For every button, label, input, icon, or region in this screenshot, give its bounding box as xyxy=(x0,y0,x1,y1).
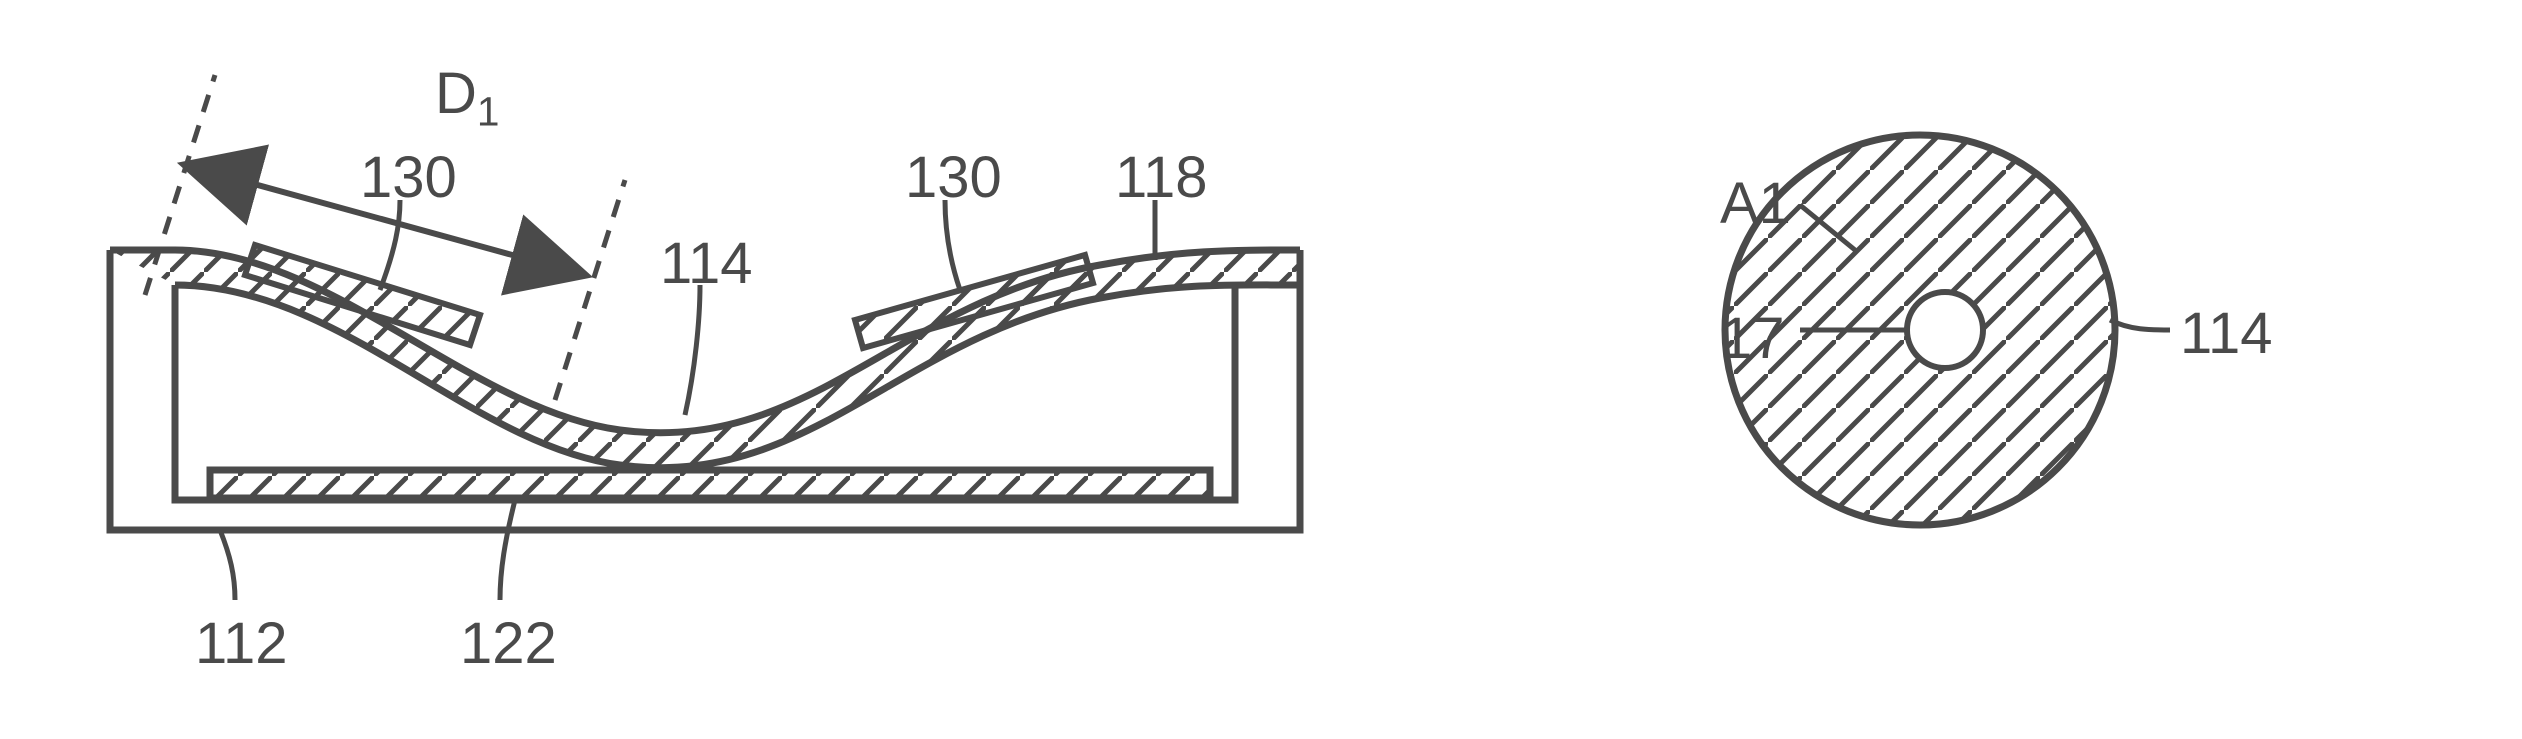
label-D1: D1 xyxy=(435,60,499,136)
label-130-right: 130 xyxy=(905,144,1002,211)
label-114: 114 xyxy=(660,230,752,297)
leader-130-left xyxy=(380,200,400,290)
label-A1: A1 xyxy=(1720,170,1791,237)
leader-114 xyxy=(685,285,700,415)
label-112: 112 xyxy=(195,610,287,677)
bottom-electrode-122 xyxy=(210,470,1210,498)
label-122: 122 xyxy=(460,610,557,677)
leader-122 xyxy=(500,500,515,600)
figure-canvas: D1 130 130 118 114 112 122 A1 17 114 xyxy=(0,0,2522,739)
leader-114r xyxy=(2110,320,2170,330)
leader-130-right xyxy=(945,200,960,290)
leader-112 xyxy=(220,530,235,600)
label-17: 17 xyxy=(1720,305,1785,372)
label-118: 118 xyxy=(1115,144,1207,211)
label-114-right: 114 xyxy=(2180,300,2272,367)
diagram-svg xyxy=(0,0,2522,739)
label-130-left: 130 xyxy=(360,144,457,211)
